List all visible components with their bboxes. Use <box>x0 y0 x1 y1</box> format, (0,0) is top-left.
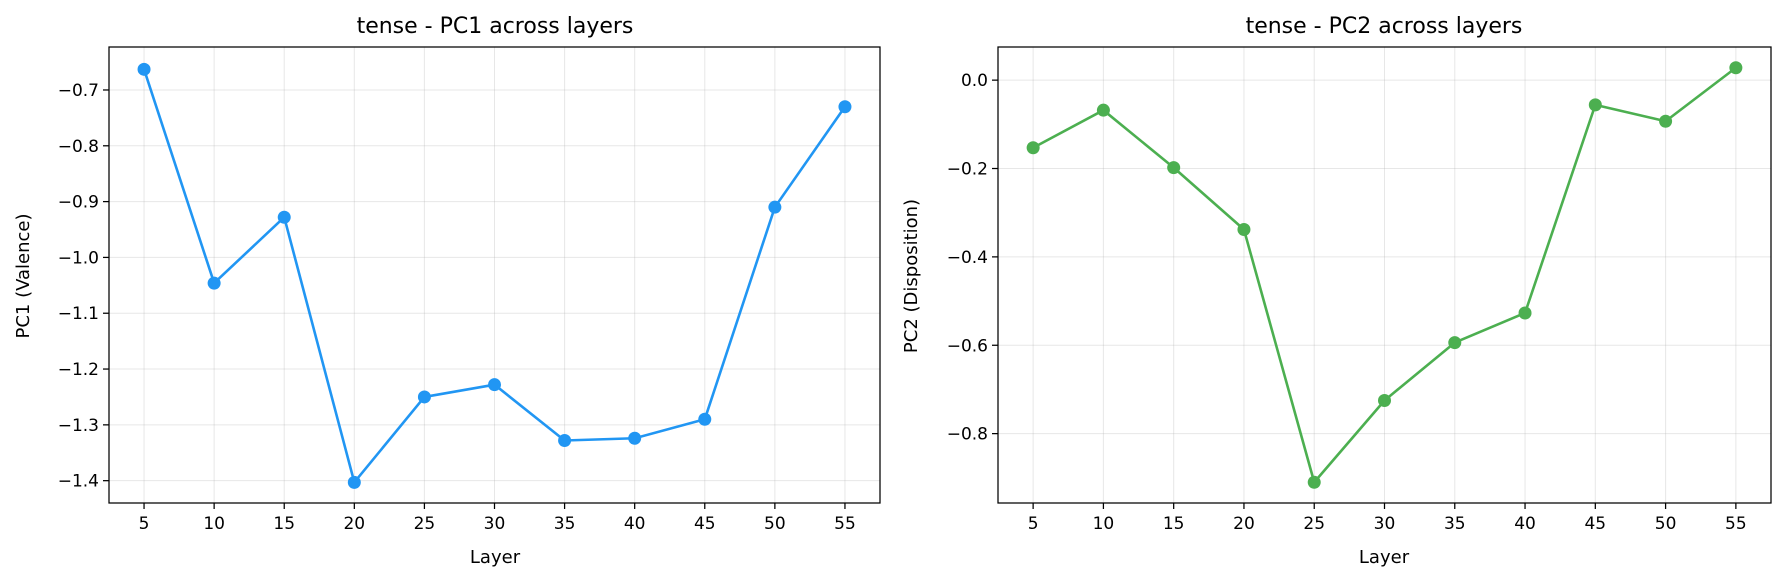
data-point <box>768 200 782 214</box>
chart-title: tense - PC2 across layers <box>1246 14 1523 39</box>
x-tick-label: 55 <box>834 514 856 534</box>
y-axis-label: PC2 (Disposition) <box>901 199 922 353</box>
x-tick-label: 15 <box>1163 514 1185 534</box>
data-point <box>698 412 712 426</box>
y-tick-label: −1.2 <box>58 360 99 380</box>
chart-pc1: tense - PC1 across layers Layer PC1 (Val… <box>13 14 881 568</box>
data-point <box>1659 114 1673 128</box>
x-tick-label: 25 <box>1303 514 1325 534</box>
x-tick-label: 55 <box>1725 514 1747 534</box>
data-point <box>417 390 431 404</box>
data-point <box>1518 306 1532 320</box>
x-tick-label: 35 <box>1444 514 1466 534</box>
data-point <box>558 433 572 447</box>
y-tick-label: −0.8 <box>947 425 988 445</box>
x-tick-label: 35 <box>554 514 576 534</box>
y-tick-label: −0.7 <box>58 81 99 101</box>
x-tick-label: 5 <box>1028 514 1039 534</box>
data-point <box>488 378 501 392</box>
x-tick-label: 10 <box>1093 514 1115 534</box>
data-point <box>277 210 291 224</box>
y-tick-label: −1.4 <box>58 472 99 492</box>
x-tick-label: 15 <box>273 514 295 534</box>
x-tick-label: 50 <box>1655 514 1677 534</box>
y-axis-label: PC1 (Valence) <box>13 213 34 338</box>
y-tick-label: −1.1 <box>58 304 99 324</box>
data-point <box>1237 222 1251 236</box>
x-tick-label: 20 <box>1233 514 1255 534</box>
data-point <box>207 276 221 290</box>
data-point <box>1026 141 1040 155</box>
data-point <box>1307 475 1321 489</box>
x-tick-label: 30 <box>1374 514 1396 534</box>
data-point <box>137 62 151 76</box>
data-point <box>1378 393 1391 407</box>
x-tick-label: 40 <box>624 514 646 534</box>
data-point <box>1096 103 1110 117</box>
x-tick-label: 45 <box>694 514 716 534</box>
y-tick-label: −1.3 <box>58 416 99 436</box>
data-point <box>838 100 852 114</box>
y-tick-label: −0.2 <box>947 160 988 180</box>
y-tick-label: −1.0 <box>58 248 99 268</box>
x-tick-label: 20 <box>343 514 365 534</box>
data-point <box>1588 98 1602 112</box>
x-tick-label: 40 <box>1514 514 1536 534</box>
x-tick-label: 30 <box>484 514 506 534</box>
y-tick-label: −0.6 <box>947 336 988 356</box>
data-point <box>1729 61 1743 75</box>
y-tick-label: −0.8 <box>58 137 99 157</box>
y-tick-label: −0.9 <box>58 193 99 213</box>
x-axis-label: Layer <box>470 547 521 568</box>
data-point <box>1167 161 1181 175</box>
chart-pc2: tense - PC2 across layers Layer PC2 (Dis… <box>901 14 1772 568</box>
y-tick-label: 0.0 <box>961 71 988 91</box>
x-axis-label: Layer <box>1359 547 1410 568</box>
x-tick-label: 25 <box>414 514 436 534</box>
chart-title: tense - PC1 across layers <box>357 14 634 39</box>
data-point <box>347 475 361 489</box>
x-tick-label: 10 <box>203 514 225 534</box>
x-tick-label: 50 <box>764 514 786 534</box>
y-tick-label: −0.4 <box>947 248 988 268</box>
data-point <box>1448 336 1462 350</box>
x-tick-label: 45 <box>1584 514 1606 534</box>
data-point <box>628 431 642 445</box>
x-tick-label: 5 <box>139 514 150 534</box>
